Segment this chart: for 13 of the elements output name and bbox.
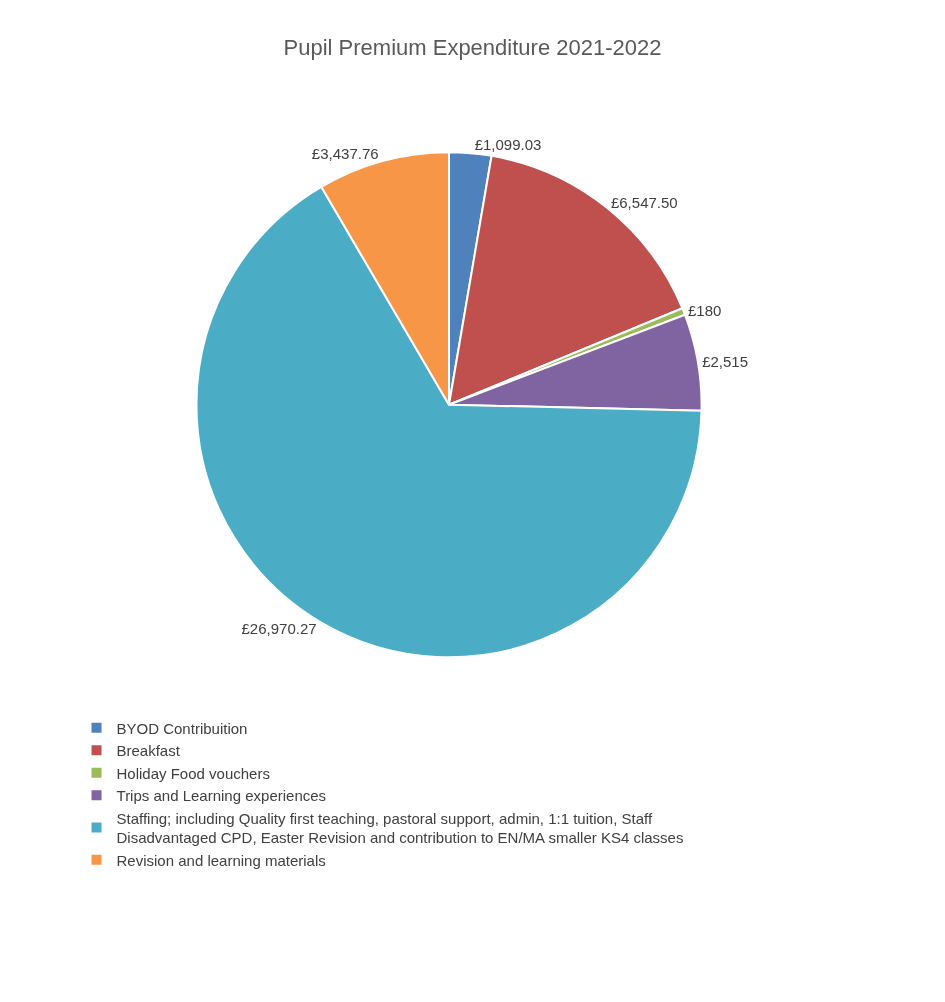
legend-label: BYOD Contribuition	[116, 719, 248, 737]
data-label: £180	[687, 301, 722, 319]
data-label: £3,437.76	[311, 144, 379, 162]
data-label: £6,547.50	[610, 193, 678, 211]
data-label: £2,515	[702, 353, 749, 371]
legend-label: Holiday Food vouchers	[116, 764, 270, 782]
legend-label: Revision and learning materials	[116, 851, 326, 869]
legend-label: Breakfast	[116, 742, 181, 759]
data-label: £26,970.27	[241, 620, 317, 638]
legend-label: Trips and Learning experiences	[116, 787, 327, 804]
data-label: £1,099.03	[474, 136, 542, 154]
chart-title: Pupil Premium Expenditure 2021-2022	[283, 35, 662, 61]
legend-label: Staffing; including Quality first teaching, pastoral support, admin, 1:1 tuition, Staff Disadvantaged CPD, Easter Revision and contribution to EN/MA smaller KS4 classes	[116, 809, 684, 846]
